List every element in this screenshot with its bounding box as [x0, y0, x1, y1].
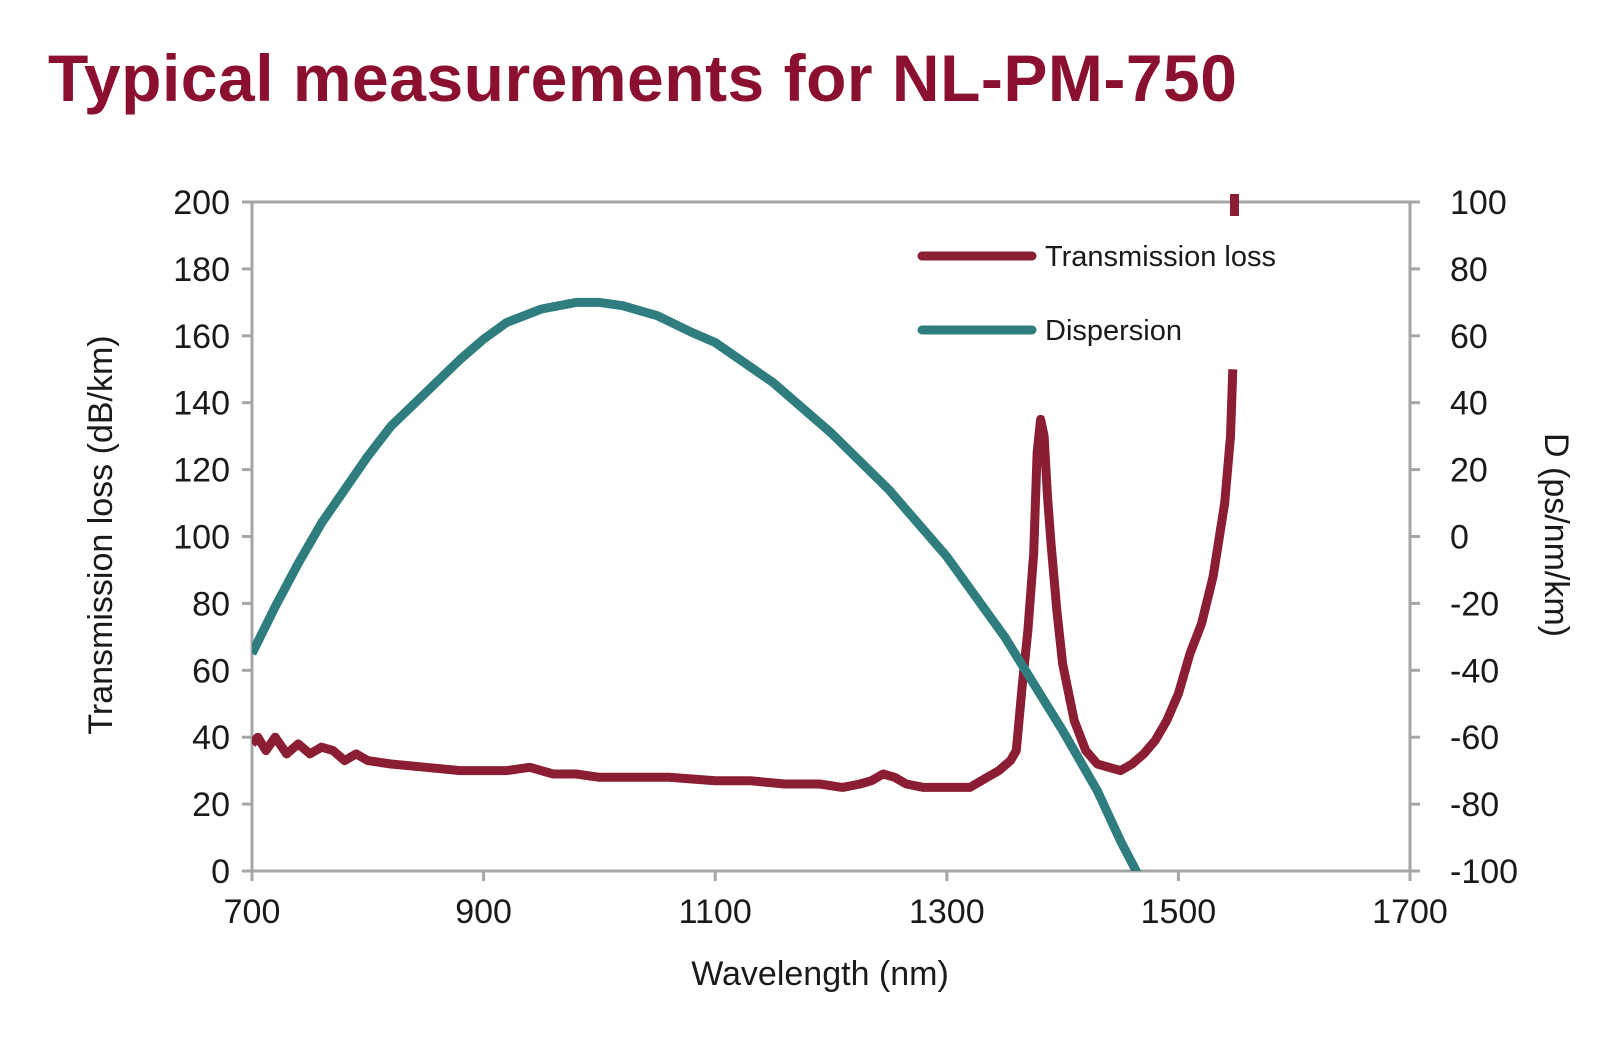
x-tick-label: 1100: [679, 893, 752, 931]
y-right-tick-label: 40: [1450, 385, 1488, 423]
page-title: Typical measurements for NL-PM-750: [48, 41, 1238, 115]
series-loss-offscale-mark: [1229, 194, 1239, 216]
y-axis-left-title: Transmission loss (dB/km): [82, 335, 120, 734]
y-right-tick-label: -60: [1450, 719, 1499, 757]
y-right-tick-label: 0: [1450, 519, 1469, 557]
y-right-tick-label: 100: [1450, 184, 1507, 222]
series-line-transmission-loss: [252, 369, 1238, 792]
legend-label-dispersion: Dispersion: [1045, 315, 1182, 347]
y-right-tick-label: 60: [1450, 318, 1488, 356]
x-tick-label: 1700: [1372, 893, 1448, 931]
x-tick-label: 1300: [909, 893, 985, 931]
y-left-tick-label: 200: [173, 184, 230, 222]
x-tick-label: 700: [224, 893, 281, 931]
y-left-tick-label: 160: [173, 318, 230, 356]
series-line-dispersion: [252, 297, 1142, 871]
y-left-tick-label: 180: [173, 251, 230, 289]
y-right-tick-label: 20: [1450, 452, 1488, 490]
y-axis-right-title: D (ps/nm/km): [1537, 433, 1575, 637]
y-left-tick-label: 100: [173, 519, 230, 557]
y-right-tick-label: 80: [1450, 251, 1488, 289]
y-left-tick-label: 40: [192, 719, 230, 757]
x-axis-title: Wavelength (nm): [691, 955, 949, 993]
y-left-tick-label: 20: [192, 786, 230, 824]
y-right-tick-label: -80: [1450, 786, 1499, 824]
y-left-tick-label: 140: [173, 385, 230, 423]
y-left-tick-label: 0: [211, 853, 230, 891]
y-right-tick-label: -20: [1450, 585, 1499, 623]
y-left-tick-label: 120: [173, 452, 230, 490]
y-left-tick-label: 80: [192, 585, 230, 623]
y-right-tick-label: -40: [1450, 652, 1499, 690]
legend-label-transmission-loss: Transmission loss: [1045, 241, 1276, 273]
y-left-tick-label: 60: [192, 652, 230, 690]
x-tick-label: 1500: [1141, 893, 1217, 931]
y-right-tick-label: -100: [1450, 853, 1518, 891]
x-tick-label: 900: [455, 893, 512, 931]
